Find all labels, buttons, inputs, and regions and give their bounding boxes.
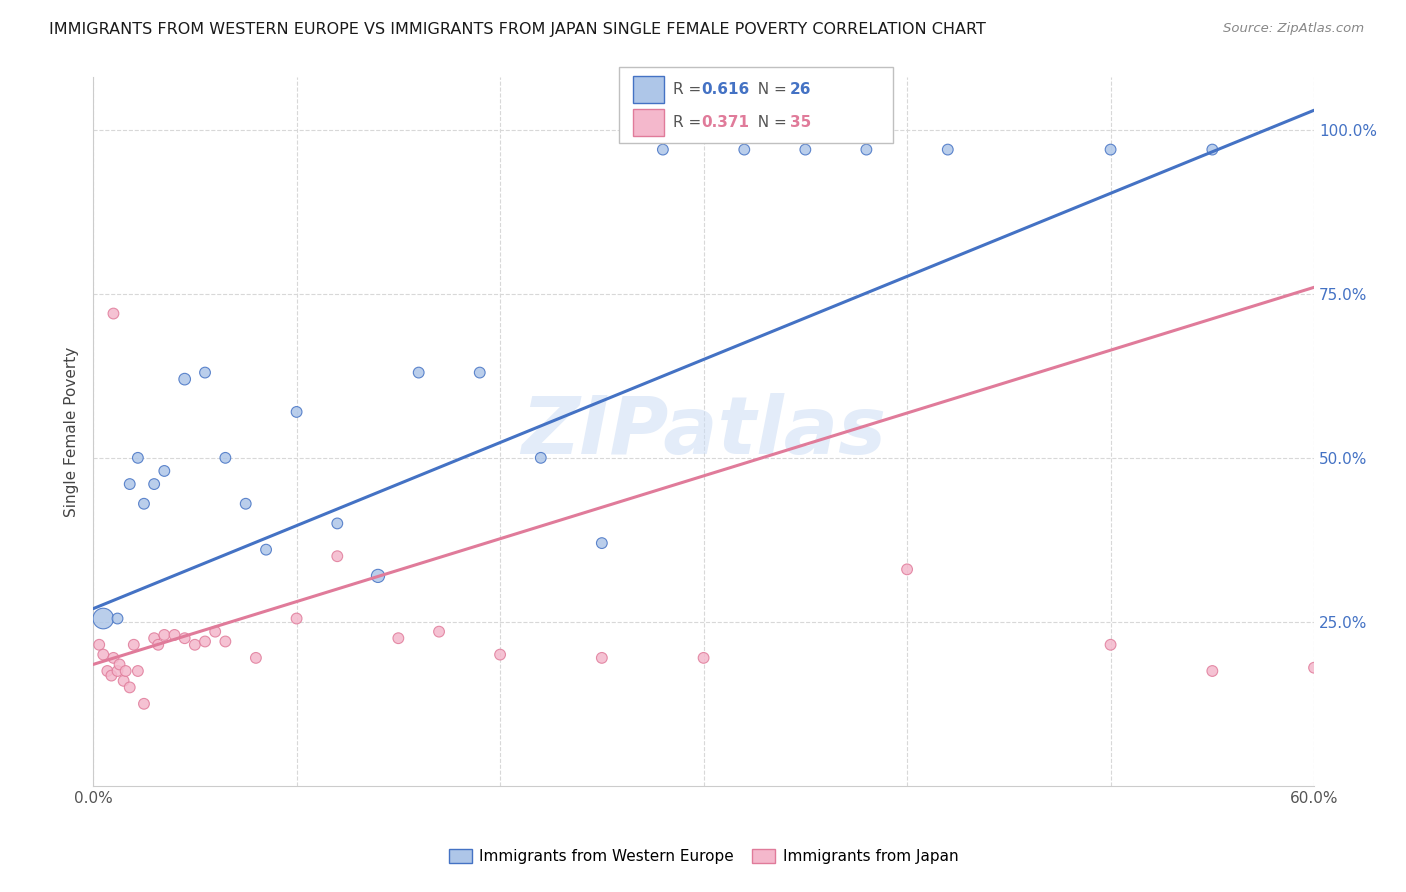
Point [936,143,959,157]
Point [285,405,308,419]
Point [468,366,491,380]
Point [173,372,195,386]
Point [118,681,141,695]
Y-axis label: Single Female Poverty: Single Female Poverty [65,346,79,516]
Point [214,634,236,648]
Point [114,664,136,678]
Point [651,143,673,157]
Text: 35: 35 [790,115,811,129]
Point [1201,143,1223,157]
Point [103,651,125,665]
Point [132,497,155,511]
Point [285,611,308,625]
Text: R =: R = [673,115,707,129]
Point [387,631,409,645]
Point [107,664,129,678]
Text: Source: ZipAtlas.com: Source: ZipAtlas.com [1223,22,1364,36]
Point [408,366,430,380]
Point [1201,664,1223,678]
Point [91,611,114,625]
Point [530,450,553,465]
Point [96,664,118,678]
Point [489,648,512,662]
Point [184,638,207,652]
Point [127,450,149,465]
Point [235,497,257,511]
Point [132,697,155,711]
Point [326,516,349,531]
Legend: Immigrants from Western Europe, Immigrants from Japan: Immigrants from Western Europe, Immigran… [443,842,965,871]
Point [107,611,129,625]
Point [427,624,450,639]
Point [794,143,817,157]
Point [692,651,714,665]
Point [112,673,135,688]
Point [1303,661,1326,675]
Point [896,562,918,576]
Point [89,638,111,652]
Point [163,628,186,642]
Point [153,628,176,642]
Point [143,631,166,645]
Point [91,648,114,662]
Point [591,536,613,550]
Point [122,638,145,652]
Point [254,542,277,557]
Point [194,366,217,380]
Point [326,549,349,564]
Point [733,143,755,157]
Point [173,631,195,645]
Point [143,477,166,491]
Point [194,634,217,648]
Point [127,664,149,678]
Point [100,668,122,682]
Point [367,569,389,583]
Point [1099,638,1122,652]
Point [103,307,125,321]
Point [591,651,613,665]
Point [214,450,236,465]
Point [855,143,877,157]
Text: 0.371: 0.371 [702,115,749,129]
Text: N =: N = [748,115,792,129]
Point [204,624,226,639]
Text: N =: N = [748,82,792,96]
Point [108,657,131,672]
Text: R =: R = [673,82,707,96]
Text: IMMIGRANTS FROM WESTERN EUROPE VS IMMIGRANTS FROM JAPAN SINGLE FEMALE POVERTY CO: IMMIGRANTS FROM WESTERN EUROPE VS IMMIGR… [49,22,986,37]
Text: 26: 26 [790,82,811,96]
Point [153,464,176,478]
Text: 0.616: 0.616 [702,82,749,96]
Point [118,477,141,491]
Point [1099,143,1122,157]
Point [148,638,170,652]
Point [245,651,267,665]
Text: ZIPatlas: ZIPatlas [522,392,886,471]
